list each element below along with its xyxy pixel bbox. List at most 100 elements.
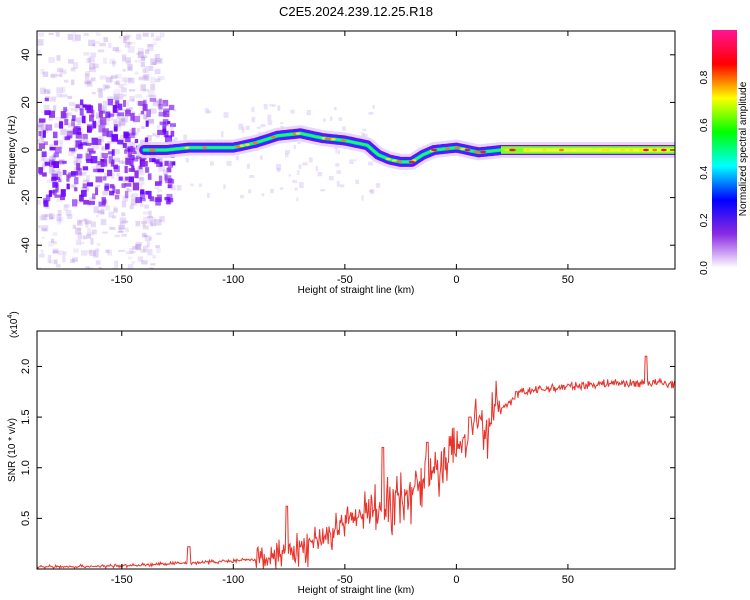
ridge-hotspot <box>454 146 460 150</box>
noise-cell <box>51 161 57 166</box>
ridge-hotspot <box>605 148 611 152</box>
noise-cell <box>71 199 78 207</box>
noise-cell <box>105 76 112 83</box>
noise-cell <box>159 216 165 222</box>
noise-cell <box>77 167 82 176</box>
noise-cell <box>41 213 48 221</box>
noise-cell <box>108 42 112 49</box>
noise-cell <box>122 227 129 230</box>
noise-cell <box>108 114 114 121</box>
noise-cell <box>79 127 84 133</box>
noise-cell <box>57 250 64 256</box>
noise-cell <box>98 91 103 98</box>
noise-cell <box>104 185 109 191</box>
noise-cell <box>80 142 87 146</box>
noise-cell <box>123 35 130 41</box>
noise-cell <box>72 62 79 69</box>
noise-cell <box>149 267 154 269</box>
noise-cell <box>71 115 76 121</box>
y-tick-label: 20 <box>20 96 32 108</box>
noise-cell <box>76 199 83 204</box>
noise-cell <box>43 200 49 207</box>
ridge-peak-spot <box>431 148 438 152</box>
noise-cell <box>42 225 49 232</box>
noise-cell <box>121 212 126 217</box>
noise-cell <box>164 160 170 166</box>
noise-cell <box>122 68 126 72</box>
noise-cell <box>115 100 120 108</box>
noise-cell <box>106 96 114 101</box>
noise-cell <box>140 110 144 115</box>
noise-cell <box>158 175 163 184</box>
noise-cell <box>91 137 99 145</box>
noise-cell <box>109 75 114 83</box>
noise-cell <box>135 241 143 246</box>
noise-cell <box>37 139 41 144</box>
ridge-peak-spot <box>464 148 471 152</box>
noise-cell <box>87 227 92 234</box>
noise-cell <box>48 216 54 219</box>
noise-cell <box>44 110 51 116</box>
noise-cell <box>138 165 143 170</box>
noise-cell <box>118 224 126 230</box>
noise-cell <box>99 42 106 47</box>
noise-cell <box>130 113 135 121</box>
noise-cell <box>269 104 274 107</box>
noise-cell <box>125 57 132 64</box>
noise-cell <box>74 187 78 192</box>
ridge-hotspot <box>600 148 606 152</box>
noise-cell <box>148 210 152 218</box>
colorbar-label: Normalized spectral amplitude <box>738 81 749 216</box>
noise-cell <box>149 97 157 102</box>
noise-cell <box>297 141 301 145</box>
noise-cell <box>115 80 120 86</box>
noise-cell <box>235 155 239 161</box>
noise-cell <box>204 108 209 114</box>
noise-cell <box>148 119 154 123</box>
noise-cell <box>97 49 105 53</box>
noise-cell <box>111 75 118 79</box>
noise-cell <box>133 115 141 123</box>
ridge-hotspot <box>235 145 241 148</box>
noise-cell <box>48 57 55 63</box>
noise-cell <box>70 172 76 177</box>
noise-cell <box>59 74 63 77</box>
ridge-hotspot <box>330 138 336 141</box>
noise-cell <box>82 218 87 222</box>
noise-cell <box>124 109 132 117</box>
noise-cell <box>74 106 78 112</box>
noise-cell <box>129 96 135 102</box>
noise-cell <box>109 58 116 65</box>
noise-cell <box>267 114 272 121</box>
noise-cell <box>113 112 121 116</box>
ridge-hotspot <box>396 160 402 163</box>
noise-cell <box>46 91 51 94</box>
noise-cell <box>127 66 132 71</box>
noise-cell <box>117 112 125 117</box>
noise-cell <box>249 174 255 178</box>
noise-cell <box>97 210 102 213</box>
noise-cell <box>81 187 89 192</box>
noise-cell <box>107 98 113 106</box>
noise-cell <box>52 250 59 254</box>
noise-cell <box>105 249 110 253</box>
noise-cell <box>108 211 115 218</box>
noise-cell <box>74 118 80 122</box>
noise-cell <box>82 104 87 108</box>
x-tick-label: -150 <box>111 274 133 286</box>
noise-cell <box>52 131 58 139</box>
noise-cell <box>368 189 374 193</box>
colorbar-gradient <box>712 30 737 268</box>
noise-cell <box>90 52 97 58</box>
ridge-hotspot <box>460 147 466 151</box>
noise-cell <box>111 149 115 156</box>
snr-frame <box>36 330 676 570</box>
noise-cell <box>118 35 122 39</box>
noise-cell <box>84 140 90 145</box>
noise-cell <box>292 179 297 183</box>
noise-cell <box>56 198 63 203</box>
noise-cell <box>71 35 76 42</box>
noise-cell <box>240 194 244 199</box>
noise-cell <box>80 250 88 256</box>
noise-cell <box>173 108 177 112</box>
